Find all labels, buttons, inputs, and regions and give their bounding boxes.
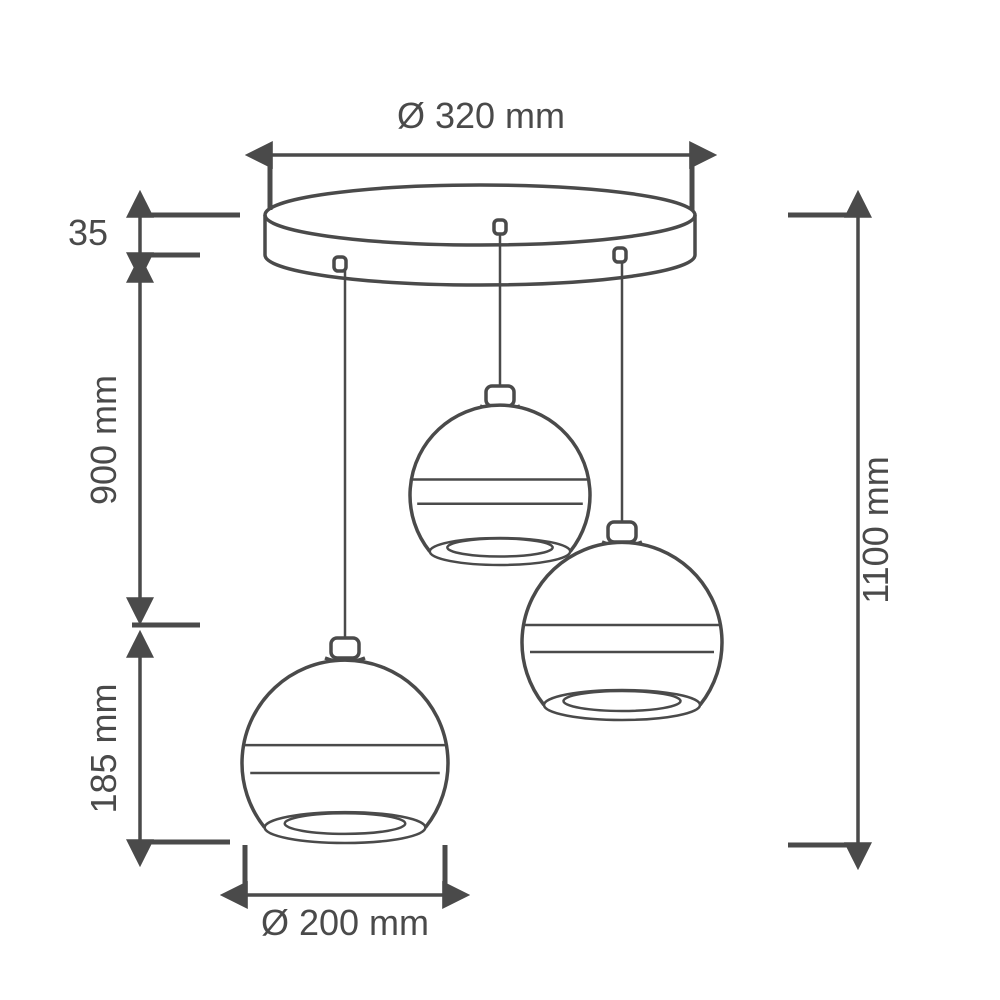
pendant-lamp-diagram: Ø 320 mm Ø 200 mm 1100 mm 35 900 mm 185 mm bbox=[0, 0, 1000, 1000]
svg-text:1100 mm: 1100 mm bbox=[855, 456, 896, 603]
globe-1 bbox=[242, 660, 448, 827]
svg-text:900 mm: 900 mm bbox=[83, 375, 124, 505]
canopy-bottom bbox=[265, 255, 695, 285]
svg-text:35: 35 bbox=[68, 212, 108, 253]
canopy-top bbox=[265, 185, 695, 245]
svg-text:Ø 320 mm: Ø 320 mm bbox=[397, 95, 565, 136]
svg-text:185 mm: 185 mm bbox=[83, 683, 124, 813]
svg-text:Ø 200 mm: Ø 200 mm bbox=[261, 902, 429, 943]
globe-3 bbox=[522, 542, 722, 705]
